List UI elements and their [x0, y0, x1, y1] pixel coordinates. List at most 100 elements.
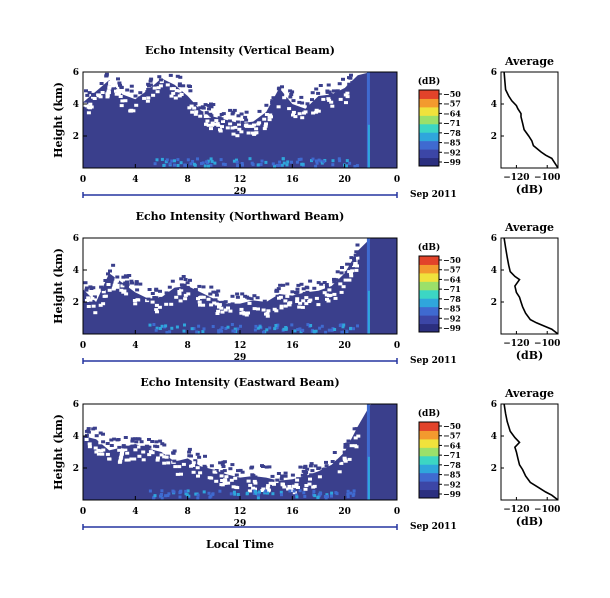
- avg-y-tick-label: 2: [491, 298, 497, 308]
- speckle: [230, 294, 235, 298]
- speckle: [154, 440, 159, 444]
- speckle: [190, 110, 195, 114]
- speckle: [314, 87, 319, 91]
- speckle: [338, 97, 343, 101]
- speckle: [101, 448, 106, 452]
- speckle: [132, 299, 137, 302]
- x-tick-label: 0: [394, 175, 400, 185]
- echo-cell: [175, 325, 179, 329]
- heatmap-panel-2: Echo Intensity (Northward Beam) 6 4 2 Height…: [52, 210, 461, 366]
- speckle: [162, 455, 167, 459]
- speckle: [126, 458, 131, 462]
- no-data-region: [83, 404, 397, 481]
- speckle: [239, 307, 244, 311]
- echo-cell: [209, 163, 213, 167]
- echo-cell: [233, 327, 237, 331]
- speckle: [123, 274, 128, 278]
- speckle: [224, 475, 229, 479]
- speckle: [291, 99, 296, 103]
- speckle: [154, 303, 159, 307]
- echo-cell: [320, 324, 324, 328]
- speckle: [297, 305, 302, 309]
- speckle: [227, 119, 232, 123]
- speckle: [261, 308, 266, 312]
- colorbar-tick-label: −64: [443, 108, 461, 118]
- echo-cell: [190, 327, 194, 331]
- low-level-echo: [148, 323, 359, 334]
- echo-cell: [158, 327, 162, 330]
- colorbar-tick-label: −92: [443, 313, 461, 323]
- speckle: [326, 294, 331, 298]
- speckle: [275, 478, 280, 482]
- speckle: [325, 297, 329, 301]
- speckle: [262, 117, 267, 121]
- colorbar-tick-label: −99: [443, 323, 461, 333]
- echo-cell: [172, 490, 176, 494]
- echo-cell: [260, 159, 264, 163]
- echo-cell: [182, 329, 186, 333]
- colorbar-tick-label: −57: [443, 99, 461, 109]
- echo-cell: [326, 494, 329, 498]
- speckle: [134, 103, 139, 107]
- speckle: [187, 106, 192, 110]
- speckle: [214, 469, 219, 472]
- colorbar-segment: [419, 256, 439, 265]
- speckle: [117, 448, 122, 452]
- echo-cell: [195, 330, 199, 334]
- speckle: [174, 295, 179, 299]
- speckle: [153, 444, 158, 448]
- speckle: [182, 283, 187, 287]
- speckle: [215, 122, 220, 126]
- speckle: [237, 127, 242, 131]
- echo-cell: [185, 164, 189, 167]
- speckle: [354, 445, 359, 449]
- speckle: [90, 296, 95, 300]
- speckle: [265, 314, 270, 318]
- speckle: [339, 461, 344, 465]
- speckle: [287, 485, 292, 488]
- rain-streak: [366, 404, 370, 500]
- speckle: [243, 115, 248, 119]
- colorbar-tick-label: −50: [443, 255, 461, 265]
- speckle: [132, 457, 137, 461]
- speckle: [108, 80, 113, 84]
- no-data-region: [83, 238, 397, 304]
- speckle: [247, 301, 252, 305]
- speckle: [303, 464, 308, 468]
- speckle: [171, 451, 176, 455]
- speckle: [98, 95, 103, 99]
- speckle: [99, 82, 104, 85]
- avg-y-tick-label: 2: [491, 464, 497, 474]
- speckle: [349, 274, 354, 278]
- speckle: [105, 94, 110, 97]
- speckle: [193, 112, 198, 116]
- avg-x-tick-label: −100: [534, 173, 560, 183]
- heatmap-title: Echo Intensity (Northward Beam): [136, 210, 345, 223]
- speckle: [84, 286, 89, 290]
- speckle: [187, 447, 192, 451]
- speckle: [187, 450, 192, 454]
- echo-cell: [173, 163, 176, 167]
- echo-cell: [166, 494, 170, 497]
- speckle: [164, 302, 169, 306]
- colorbar-unit: (dB): [418, 242, 440, 253]
- speckle: [231, 110, 236, 114]
- speckle: [169, 87, 174, 91]
- echo-cell: [165, 158, 169, 162]
- x-tick-label: 20: [338, 507, 351, 517]
- speckle: [147, 438, 151, 441]
- speckle: [195, 452, 200, 456]
- speckle: [185, 281, 190, 285]
- speckle: [232, 108, 237, 112]
- speckle: [146, 297, 151, 301]
- echo-cell: [232, 490, 236, 494]
- speckle: [225, 126, 230, 130]
- rain-streak: [366, 72, 370, 168]
- speckle: [181, 84, 186, 88]
- speckle: [96, 452, 101, 456]
- speckle: [145, 90, 150, 94]
- speckle: [300, 473, 305, 477]
- speckle: [211, 290, 216, 294]
- echo-cell: [208, 495, 212, 499]
- speckle: [316, 91, 321, 95]
